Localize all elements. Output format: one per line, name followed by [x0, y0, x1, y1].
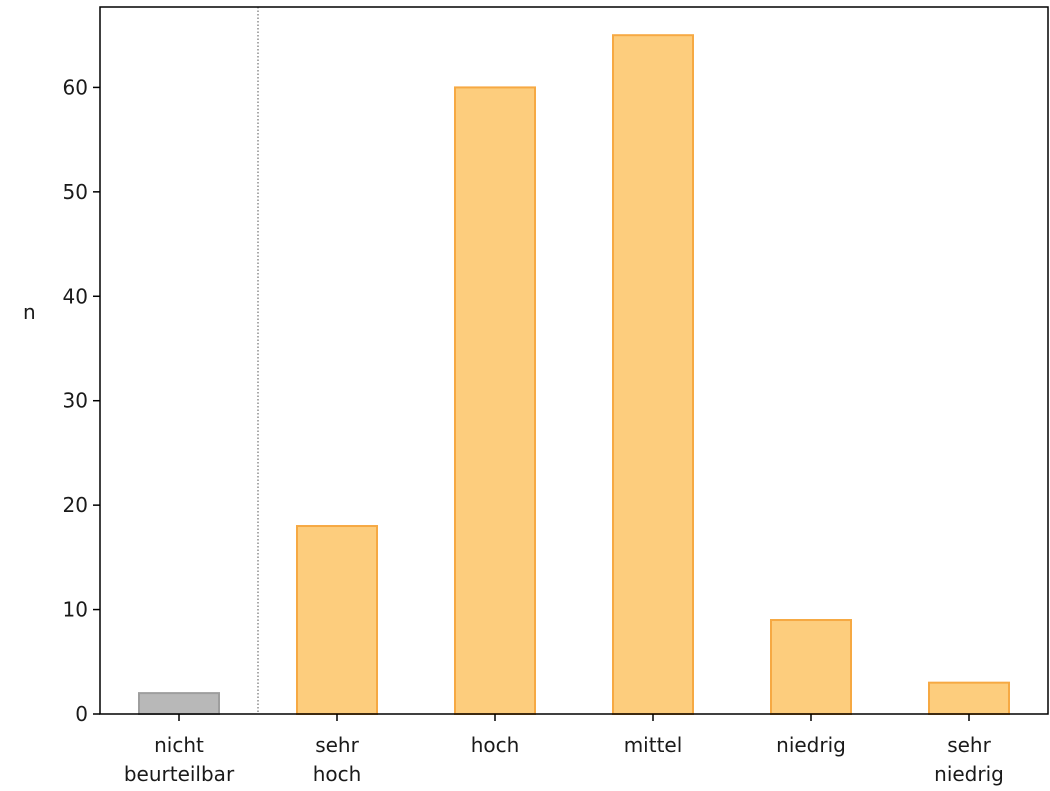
y-tick-label: 50 [63, 180, 88, 204]
x-tick-label: beurteilbar [124, 762, 235, 786]
x-tick-label: sehr [315, 733, 359, 757]
bar-sehr-niedrig [928, 681, 1010, 715]
y-tick-label: 20 [63, 493, 88, 517]
x-tick-label: sehr [947, 733, 991, 757]
y-tick-label: 40 [63, 284, 88, 308]
x-tick-label: niedrig [776, 733, 846, 757]
bar-mittel [612, 34, 694, 715]
x-tick-label: mittel [624, 733, 683, 757]
x-tick-label: hoch [313, 762, 362, 786]
x-tick-label: hoch [471, 733, 520, 757]
x-tick-label: niedrig [934, 762, 1004, 786]
bar-hoch [454, 86, 536, 715]
bar-nicht-beurteilbar [138, 692, 220, 715]
bar-niedrig [770, 619, 852, 716]
y-axis-label: n [23, 300, 36, 324]
plot-area: 0 10 20 30 40 50 60 nicht beurteilbar sehr hoch hoc… [63, 6, 1049, 786]
y-tick-label: 60 [63, 75, 88, 99]
x-tick-label: nicht [154, 733, 204, 757]
axes-frame [99, 6, 1049, 715]
bar-sehr-hoch [296, 525, 378, 715]
y-tick-label: 0 [75, 702, 88, 726]
y-tick-label: 10 [63, 598, 88, 622]
y-tick-label: 30 [63, 389, 88, 413]
